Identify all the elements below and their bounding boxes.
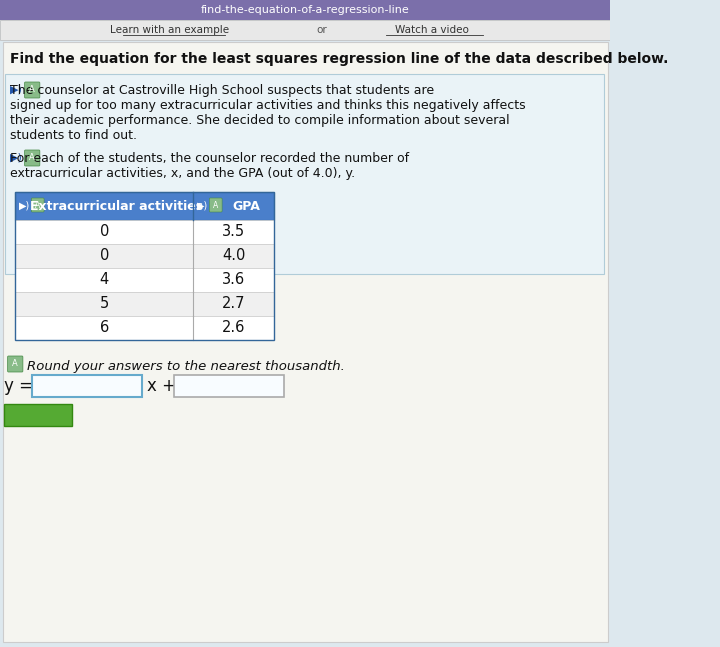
- FancyBboxPatch shape: [15, 316, 274, 340]
- Text: 2.6: 2.6: [222, 320, 246, 336]
- FancyBboxPatch shape: [4, 404, 72, 426]
- Text: ▶): ▶): [197, 201, 208, 211]
- Text: 0: 0: [99, 248, 109, 263]
- FancyBboxPatch shape: [3, 42, 608, 642]
- Text: GPA: GPA: [233, 199, 260, 212]
- FancyBboxPatch shape: [0, 20, 611, 40]
- Text: 4: 4: [99, 272, 109, 287]
- FancyBboxPatch shape: [24, 150, 40, 166]
- FancyBboxPatch shape: [5, 74, 603, 274]
- Text: 3.5: 3.5: [222, 225, 245, 239]
- FancyBboxPatch shape: [15, 244, 274, 268]
- Text: 4.0: 4.0: [222, 248, 246, 263]
- Text: ▶): ▶): [10, 152, 23, 162]
- FancyBboxPatch shape: [24, 82, 40, 98]
- FancyBboxPatch shape: [8, 356, 23, 372]
- Text: extracurricular activities, x, and the GPA (out of 4.0), y.: extracurricular activities, x, and the G…: [10, 167, 355, 180]
- Text: or: or: [317, 25, 328, 35]
- Text: A: A: [30, 153, 35, 162]
- Text: The counselor at Castroville High School suspects that students are: The counselor at Castroville High School…: [10, 84, 434, 97]
- FancyBboxPatch shape: [174, 375, 284, 397]
- FancyBboxPatch shape: [32, 375, 143, 397]
- Text: For each of the students, the counselor recorded the number of: For each of the students, the counselor …: [10, 152, 409, 165]
- Text: Learn with an example: Learn with an example: [110, 25, 229, 35]
- FancyBboxPatch shape: [15, 268, 274, 292]
- Text: y =: y =: [4, 377, 33, 395]
- Text: 0: 0: [99, 225, 109, 239]
- Text: 5: 5: [99, 296, 109, 311]
- Text: A: A: [30, 85, 35, 94]
- FancyBboxPatch shape: [15, 292, 274, 316]
- Text: Find the equation for the least squares regression line of the data described be: Find the equation for the least squares …: [10, 52, 669, 66]
- FancyBboxPatch shape: [210, 198, 222, 212]
- Text: find-the-equation-of-a-regression-line: find-the-equation-of-a-regression-line: [201, 5, 410, 15]
- Text: Round your answers to the nearest thousandth.: Round your answers to the nearest thousa…: [27, 360, 345, 373]
- Text: ▶): ▶): [10, 84, 23, 94]
- Text: A: A: [12, 360, 18, 369]
- Text: signed up for too many extracurricular activities and thinks this negatively aff: signed up for too many extracurricular a…: [10, 99, 526, 112]
- FancyBboxPatch shape: [0, 0, 611, 20]
- Text: A: A: [212, 201, 218, 210]
- Text: Watch a video: Watch a video: [395, 25, 469, 35]
- Text: x +: x +: [148, 377, 176, 395]
- FancyBboxPatch shape: [15, 192, 274, 220]
- FancyBboxPatch shape: [15, 220, 274, 244]
- Text: students to find out.: students to find out.: [10, 129, 138, 142]
- Text: ▶): ▶): [19, 201, 30, 211]
- Text: Extracurricular activities: Extracurricular activities: [30, 199, 204, 212]
- Text: 3.6: 3.6: [222, 272, 245, 287]
- Text: 2.7: 2.7: [222, 296, 246, 311]
- FancyBboxPatch shape: [32, 198, 44, 212]
- Text: 6: 6: [99, 320, 109, 336]
- Text: their academic performance. She decided to compile information about several: their academic performance. She decided …: [10, 114, 510, 127]
- Text: A: A: [35, 201, 40, 210]
